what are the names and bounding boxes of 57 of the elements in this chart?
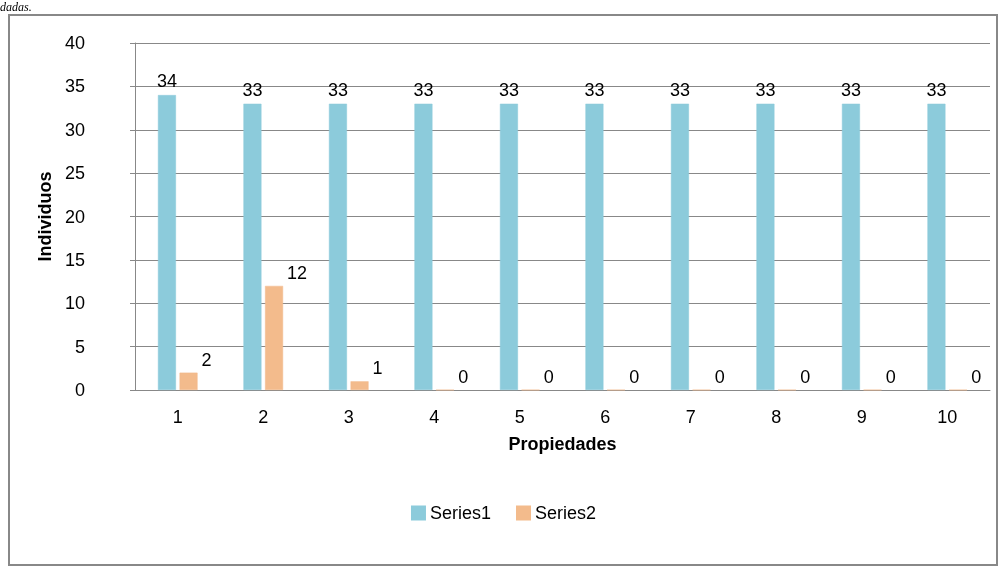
bar [179,372,198,390]
bar [756,103,775,390]
data-label: 33 [584,79,605,100]
data-label: 33 [669,79,690,100]
y-tick-label: 20 [64,206,85,227]
data-label: 2 [201,349,212,370]
x-tick-label: 5 [514,407,525,427]
x-tick-label: 4 [429,407,440,427]
y-tick-label: 5 [74,336,85,357]
x-tick-label: 6 [600,407,611,427]
data-label: 1 [372,358,383,379]
y-tick-label: 25 [64,163,85,184]
x-tick-label: 8 [771,407,782,427]
data-label: 0 [971,366,982,387]
bar [499,103,518,390]
data-label: 0 [800,366,811,387]
y-tick-label: 15 [64,249,85,270]
data-label: 33 [926,79,947,100]
bar [350,381,369,390]
x-tick-label: 7 [685,407,696,427]
y-tick-label: 0 [74,380,85,400]
bar [670,103,689,390]
bar [841,103,860,390]
y-tick-label: 35 [64,76,85,97]
data-label: 0 [629,366,640,387]
x-tick-label: 2 [258,407,269,427]
y-tick-label: 10 [64,293,85,314]
x-tick-label: 10 [937,407,958,427]
data-label: 33 [840,79,861,100]
legend-label: Series1 [429,503,491,523]
y-axis-title: Individuos [35,171,56,262]
text: dadas. [0,0,32,15]
data-label: 0 [885,366,896,387]
y-tick-label: 30 [64,119,85,140]
data-label: 33 [755,79,776,100]
data-label: 33 [413,79,434,100]
data-label: 12 [287,262,308,283]
bar [265,285,284,390]
x-tick-label: 9 [856,407,867,427]
data-label: 33 [327,79,348,100]
bar [927,103,946,390]
x-tick-label: 1 [172,407,183,427]
bar [157,95,176,390]
data-label: 33 [242,79,263,100]
data-label: 0 [714,366,725,387]
bar [328,103,347,390]
data-label: 0 [458,366,469,387]
data-label: 34 [156,71,177,92]
x-axis-title: Propiedades [508,434,617,454]
y-tick-label: 40 [64,33,85,53]
bar [414,103,433,390]
bar [585,103,604,390]
legend-label: Series2 [535,503,597,523]
bar [243,103,262,390]
data-label: 33 [498,79,519,100]
x-tick-label: 3 [343,407,354,427]
data-label: 0 [543,366,554,387]
